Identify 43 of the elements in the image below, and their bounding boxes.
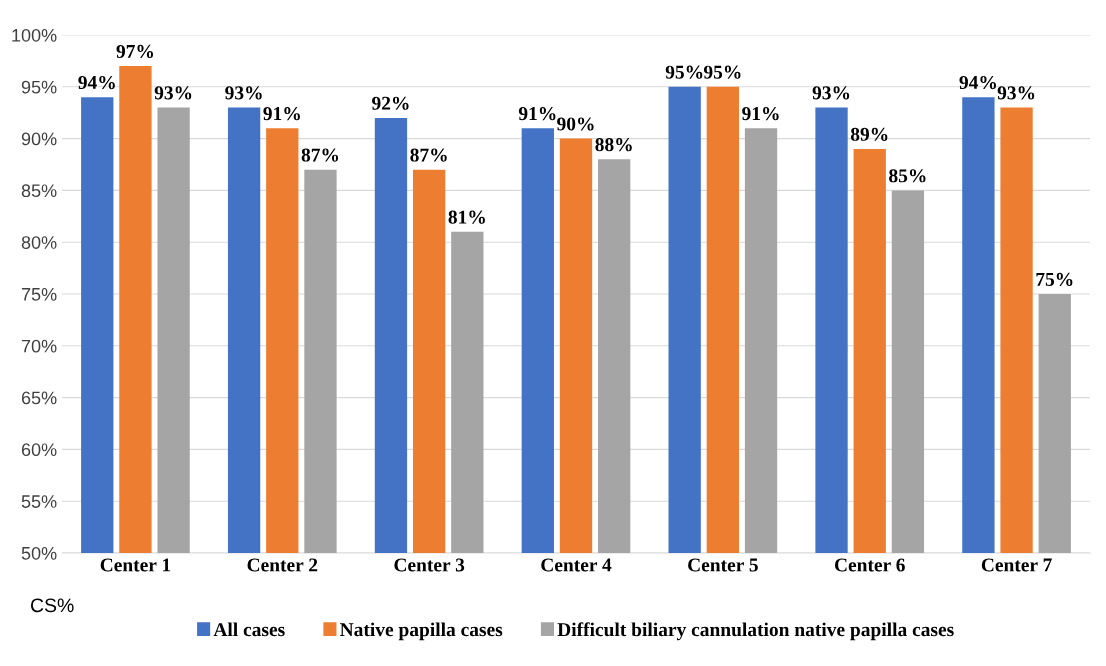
data-label: 89% xyxy=(850,127,888,141)
data-label: 81% xyxy=(448,210,485,224)
data-label: 95% xyxy=(665,65,703,79)
y-tick-label: 55% xyxy=(21,495,57,508)
y-tick-label: 65% xyxy=(21,391,57,405)
x-tick-label: Center 7 xyxy=(981,558,1052,572)
data-label: 93% xyxy=(225,86,262,100)
y-tick-label: 95% xyxy=(21,80,57,94)
data-label: 93% xyxy=(997,86,1035,100)
x-tick-label: Center 4 xyxy=(541,558,612,572)
data-label: 90% xyxy=(557,117,594,131)
legend-label: Native papilla cases xyxy=(340,622,503,641)
x-tick-label: Center 5 xyxy=(688,558,758,572)
y-tick-label: 100% xyxy=(12,28,57,42)
x-tick-label: Center 1 xyxy=(100,558,171,572)
y-tick-label: 80% xyxy=(21,236,57,249)
data-label: 88% xyxy=(595,138,632,152)
text: CS% xyxy=(30,598,74,613)
x-tick-label: Center 3 xyxy=(394,558,465,572)
data-label: 75% xyxy=(1036,272,1073,286)
data-label: 87% xyxy=(410,148,447,162)
data-label: 93% xyxy=(154,86,192,100)
x-tick-label: Center 6 xyxy=(834,558,905,572)
data-label: 94% xyxy=(78,75,115,90)
data-label: 91% xyxy=(518,107,556,121)
y-tick-label: 70% xyxy=(21,339,57,353)
data-label: 94% xyxy=(959,75,997,90)
y-tick-label: 60% xyxy=(21,443,57,457)
data-label: 95% xyxy=(703,65,741,79)
y-tick-label: 50% xyxy=(21,546,57,560)
data-label: 87% xyxy=(301,148,339,162)
data-label: 92% xyxy=(372,96,409,110)
data-label: 91% xyxy=(742,107,779,121)
y-tick-label: 75% xyxy=(21,288,57,301)
data-label: 97% xyxy=(116,44,154,59)
data-label: 85% xyxy=(889,169,926,183)
y-tick-label: 90% xyxy=(21,132,57,146)
legend-label: Difficult biliary cannulation native papilla cases xyxy=(557,622,954,641)
data-label: 91% xyxy=(263,107,300,121)
legend-label: All cases xyxy=(213,622,285,637)
y-tick-label: 85% xyxy=(21,184,57,198)
x-tick-label: Center 2 xyxy=(247,558,318,572)
data-label: 93% xyxy=(812,86,850,100)
